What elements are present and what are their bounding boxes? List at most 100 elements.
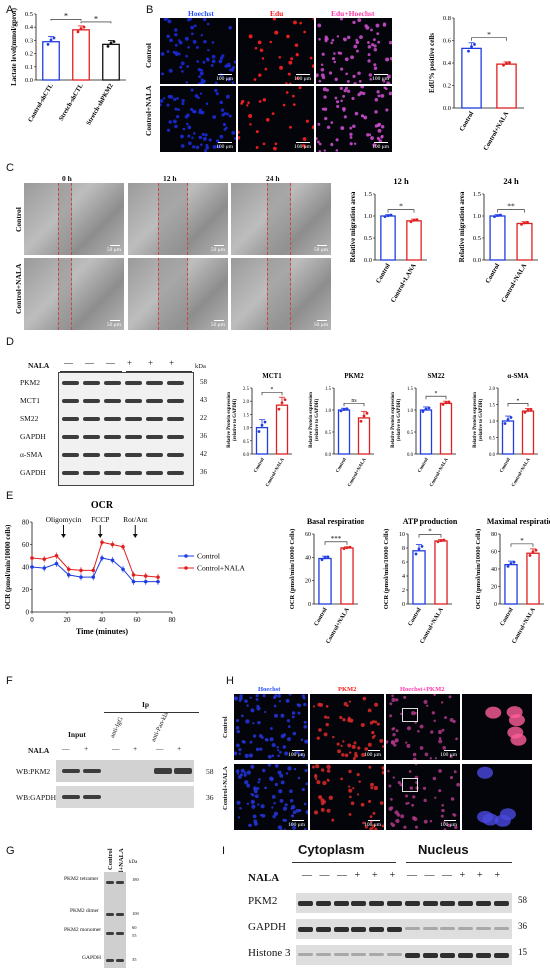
wound-area <box>267 258 291 330</box>
i-band <box>315 901 331 906</box>
f-sign-5: — <box>156 744 164 753</box>
cell-dot <box>430 730 434 734</box>
i-band <box>333 927 349 932</box>
nucleus-dot <box>186 122 189 126</box>
nucleus-dot <box>257 40 262 45</box>
data-point <box>523 221 526 225</box>
cell-dot <box>348 769 352 774</box>
nucleus-dot <box>324 116 328 121</box>
data-point <box>424 407 428 411</box>
series-line-1 <box>31 541 159 578</box>
d-band <box>62 381 79 385</box>
nucleus-dot <box>355 40 360 45</box>
nucleus-dot <box>187 134 191 138</box>
cell-dot <box>357 746 361 750</box>
cell-dot <box>443 821 446 824</box>
data-point <box>106 44 110 48</box>
nucleus-dot <box>175 53 178 57</box>
g-col-control: Control <box>107 848 114 870</box>
y-tick-label: 60 <box>22 541 30 549</box>
zoom-cell <box>477 810 494 823</box>
nucleus-dot <box>201 79 206 84</box>
nucleus-dot <box>334 77 338 82</box>
nucleus-dot <box>228 68 232 72</box>
cell-dot <box>347 716 351 720</box>
nucleus-dot <box>344 57 349 62</box>
nucleus-dot <box>220 108 225 112</box>
nucleus-dot <box>377 128 382 133</box>
y-tick-label: 0.5 <box>489 437 496 442</box>
nucleus-dot <box>309 56 313 60</box>
nucleus-dot <box>206 22 210 26</box>
f-kda-58: 58 <box>206 767 214 776</box>
nucleus-dot <box>343 88 347 93</box>
data-point <box>414 552 418 556</box>
y-tick-label: 40 <box>491 567 497 573</box>
g-marker-60: 60 <box>132 925 137 930</box>
y-tick-label: 4 <box>402 574 405 580</box>
nucleus-dot <box>236 130 240 134</box>
x-label: Control <box>408 607 423 628</box>
y-tick-label: 0.4 <box>25 24 34 31</box>
i-band <box>387 953 402 956</box>
scale-bar <box>444 820 456 821</box>
i-band <box>387 927 402 932</box>
cell-dot <box>432 776 437 781</box>
bar-1 <box>357 417 371 455</box>
cell-dot <box>236 772 240 775</box>
cell-dot <box>347 743 352 748</box>
i-band <box>315 953 331 956</box>
nucleus-dot <box>188 141 192 146</box>
cell-dot <box>455 737 458 741</box>
y-tick-label: 0.1 <box>25 64 33 71</box>
cell-dot <box>394 810 399 815</box>
y-tick-label: 0.6 <box>443 38 452 45</box>
y-tick-label: 6 <box>402 560 405 566</box>
cell-dot <box>320 807 325 812</box>
nucleus-dot <box>372 38 376 42</box>
panel-label-d: D <box>6 336 14 348</box>
d-band <box>104 471 121 475</box>
nucleus-dot <box>219 134 224 139</box>
zoom-box <box>402 778 418 792</box>
nucleus-dot <box>328 71 333 75</box>
cell-dot <box>433 719 436 723</box>
cell-dot <box>248 753 253 758</box>
d-row-kda: 58 <box>200 378 207 386</box>
d-row-label: GAPDH <box>20 468 46 477</box>
nucleus-dot <box>380 135 384 139</box>
cell-dot <box>258 778 261 781</box>
nucleus-dot <box>202 60 206 64</box>
cell-dot <box>419 746 424 750</box>
cell-dot <box>425 704 429 707</box>
cell-dot <box>257 720 261 725</box>
g-marker-35: 35 <box>132 957 137 962</box>
i-band <box>298 927 313 932</box>
g-marker-180: 180 <box>132 877 139 882</box>
cell-dot <box>372 811 376 815</box>
cell-dot <box>438 736 442 740</box>
i-row-kda: 36 <box>518 921 527 931</box>
cell-dot <box>348 751 352 754</box>
i-band <box>351 953 367 956</box>
nucleus-dot <box>174 124 178 129</box>
y-label-2: (relative to GAPDH) <box>233 398 238 441</box>
x-label: Control <box>375 262 392 284</box>
nucleus-dot <box>225 112 229 116</box>
cell-dot <box>316 780 321 785</box>
data-point <box>421 410 425 413</box>
series-point-0 <box>131 579 136 584</box>
bar-0 <box>42 41 60 81</box>
i-sign-10: + <box>477 870 483 881</box>
cell-dot <box>348 788 353 793</box>
nucleus-dot <box>370 43 375 47</box>
cell-dot <box>395 740 398 743</box>
y-tick-label: 40 <box>305 555 311 561</box>
cell-dot <box>431 711 435 715</box>
nucleus-dot <box>202 136 207 141</box>
d-row-label: MCT1 <box>20 396 41 405</box>
f-nala: NALA <box>28 746 50 755</box>
nucleus-dot <box>264 67 268 71</box>
d-band <box>125 399 142 403</box>
i-nuc-line <box>406 862 512 863</box>
